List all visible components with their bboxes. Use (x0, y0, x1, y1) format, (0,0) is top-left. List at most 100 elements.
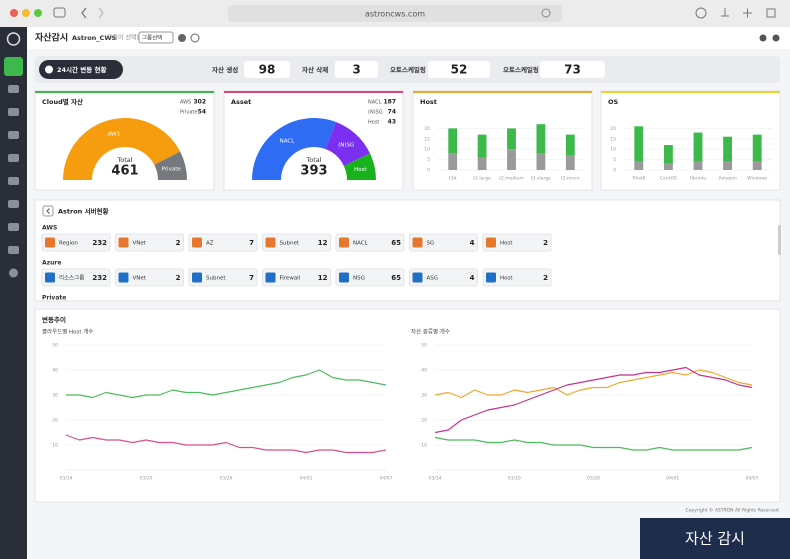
overlay-badge (640, 518, 790, 559)
nav-dashboard[interactable] (4, 57, 23, 76)
address-bar[interactable] (228, 5, 562, 22)
nav-item[interactable] (8, 154, 19, 162)
nav-item[interactable] (8, 246, 19, 254)
share-button[interactable] (721, 8, 729, 17)
copyright: Copyright © ASTRON All Rights Reserved. (685, 507, 780, 514)
group-name: Astron_CWS (72, 34, 116, 42)
resource-box (262, 268, 331, 287)
y-tick-label: 30 (52, 393, 58, 399)
refresh-button[interactable] (190, 33, 200, 43)
back-button[interactable] (81, 7, 87, 19)
resource-box (335, 233, 405, 252)
resource-icon (412, 237, 423, 248)
scrollbar[interactable] (778, 225, 781, 255)
resource-value: 7 (249, 274, 254, 282)
overlay-label: 자산 감시 (685, 530, 745, 548)
resource-box (482, 233, 552, 252)
line-series (66, 369, 387, 399)
y-tick-label: 30 (421, 393, 427, 399)
summary-label: 오토스케일링 삭제 (503, 65, 553, 74)
nav-item[interactable] (8, 200, 19, 208)
resource-value: 4 (470, 274, 475, 282)
y-tick-label: 50 (52, 343, 58, 349)
sidebar-toggle[interactable] (53, 7, 66, 18)
resource-box (409, 233, 478, 252)
y-tick-label: 10 (610, 147, 616, 153)
bar (723, 136, 733, 162)
summary-value: 52 (451, 63, 468, 77)
minimize-button[interactable] (22, 9, 30, 17)
resource-icon (265, 237, 276, 248)
resource-label: Subnet (280, 241, 300, 247)
y-tick-label: 15 (610, 136, 616, 142)
resource-label: Host (500, 241, 513, 247)
resource-value: 232 (92, 239, 107, 247)
y-tick-label: 0 (613, 168, 616, 174)
y-tick-label: 10 (424, 147, 430, 153)
chart-title: OS (608, 98, 619, 106)
nav-item[interactable] (8, 177, 19, 185)
x-tick-label: t3d (449, 176, 457, 182)
bar (565, 134, 575, 156)
x-tick-label: Amazon (719, 176, 737, 182)
zoom-button[interactable] (34, 9, 42, 17)
chart-title: Asset (231, 98, 251, 106)
resource-box (335, 268, 405, 287)
tabs-button[interactable] (766, 8, 776, 18)
line-series (434, 436, 753, 451)
summary-value-box (335, 61, 378, 78)
nav-item[interactable] (8, 108, 19, 116)
bar (663, 145, 673, 164)
x-tick-label: 03/26 (220, 476, 233, 482)
line-series (434, 366, 753, 434)
close-button[interactable] (10, 9, 18, 17)
resource-icon (265, 272, 276, 283)
resource-label: VNet (133, 241, 147, 247)
resource-label: NSG (353, 276, 365, 282)
card (412, 90, 593, 191)
y-tick-label: 5 (613, 157, 616, 163)
new-tab-button[interactable] (743, 8, 752, 18)
back-button[interactable] (42, 205, 54, 217)
resource-box (115, 268, 184, 287)
download-button[interactable] (695, 7, 707, 19)
nav-item[interactable] (8, 223, 19, 231)
resource-value: 2 (543, 274, 548, 282)
resource-label: VNet (133, 276, 147, 282)
y-tick-label: 20 (424, 126, 430, 132)
x-tick-label: 03/14 (429, 476, 442, 482)
bar (693, 132, 703, 162)
alarm-button[interactable] (759, 34, 767, 42)
nav-settings[interactable] (9, 268, 18, 278)
group-select-label: 그룹선택 (142, 34, 162, 42)
legend-value: 43 (388, 119, 396, 126)
resource-box (482, 268, 552, 287)
forward-button[interactable] (98, 7, 104, 19)
resource-icon (192, 272, 202, 283)
resource-icon (339, 272, 349, 283)
group-label: AWS (42, 225, 57, 232)
legend-value: 74 (388, 109, 396, 116)
nav-item[interactable] (8, 85, 19, 93)
bar (448, 153, 458, 170)
settings-button[interactable] (178, 34, 186, 42)
user-button[interactable] (772, 34, 780, 42)
resource-box (262, 233, 331, 252)
segment-label: Host (354, 167, 367, 173)
resource-label: Region (59, 241, 78, 247)
resource-label: SG (427, 241, 435, 247)
chart-title: 클라우드별 Host 개수 (42, 328, 93, 336)
card-accent (413, 91, 592, 93)
summary-button[interactable] (39, 60, 123, 79)
logo[interactable] (6, 32, 21, 46)
bar (565, 155, 575, 170)
resource-box (115, 233, 184, 252)
x-tick-label: CentOS (660, 176, 677, 182)
resource-box (188, 268, 258, 287)
nav-item[interactable] (8, 131, 19, 139)
reload-button[interactable] (541, 8, 551, 18)
group-select[interactable] (138, 31, 174, 44)
y-tick-label: 10 (52, 443, 58, 449)
card-accent (224, 91, 403, 93)
